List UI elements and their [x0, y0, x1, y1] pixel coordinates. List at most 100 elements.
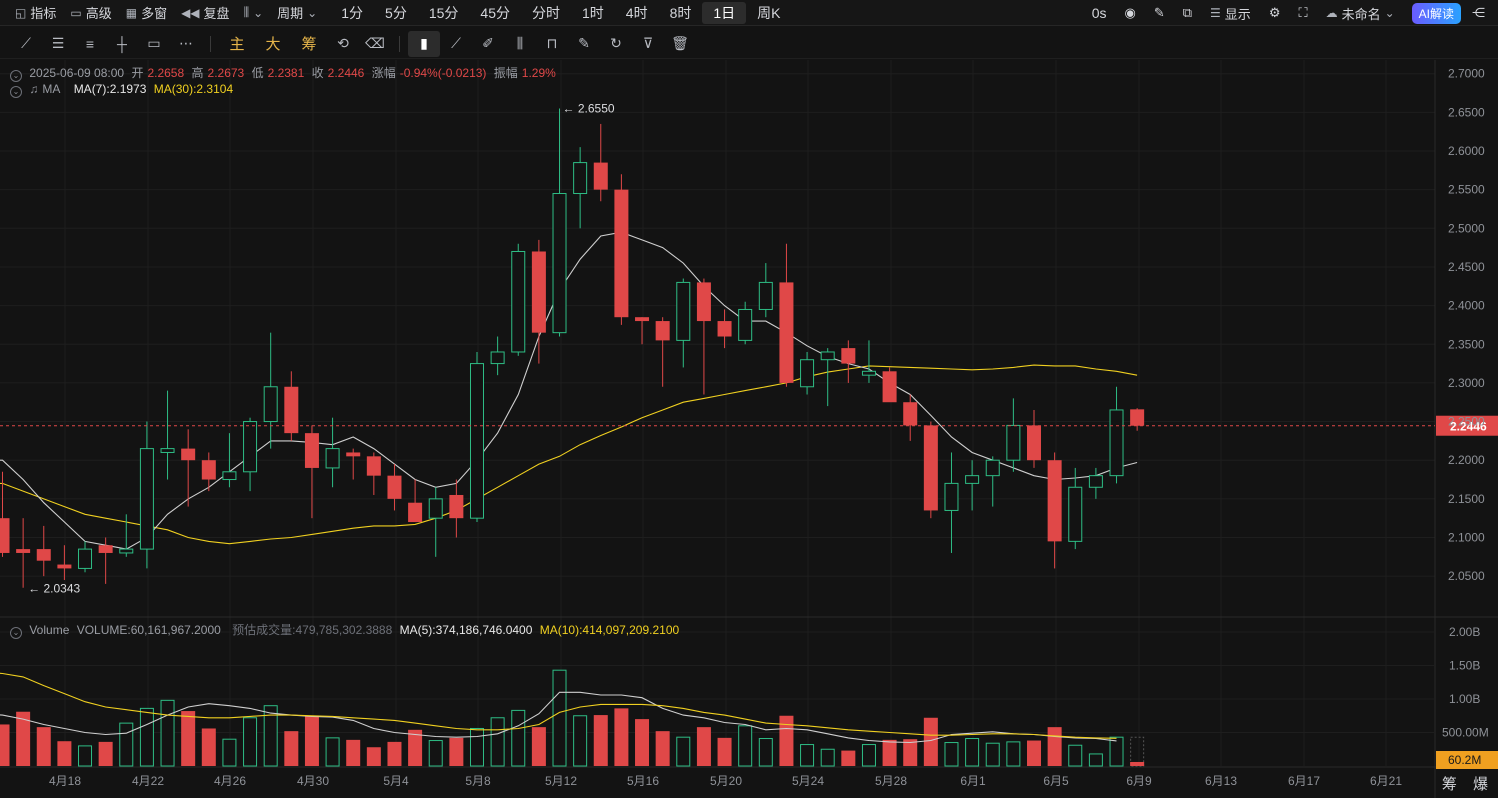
volume-bar — [655, 731, 670, 766]
period-menu-button[interactable]: 周期 ⌄ — [277, 5, 318, 22]
ma30-value: MA(30):2.3104 — [153, 82, 234, 96]
trash-icon[interactable]: 🗑 — [671, 35, 689, 51]
pen-icon[interactable]: ✎ — [1153, 5, 1165, 20]
filter-icon[interactable]: ⊽ — [642, 35, 654, 51]
ma-name: MA — [42, 82, 61, 96]
period-tab[interactable]: 15分 — [428, 4, 459, 21]
volume-bar — [98, 741, 113, 766]
current-price-tag — [1436, 415, 1498, 436]
horizontal-lines-icon[interactable]: ≡ — [85, 35, 95, 52]
top-right-controls: 0s ◉ ✎ ⧉ ☰ 显示 ⚙ ⛶ ☁ 未命名 ⌄ AI解读 ⋲ — [1085, 0, 1492, 26]
settings-icon[interactable]: ⚙ — [1268, 5, 1281, 20]
divider — [399, 35, 400, 52]
change-label: 涨幅 — [371, 66, 396, 80]
volume-bar — [0, 724, 10, 766]
price-tick: 2.1500 — [1448, 492, 1485, 506]
high-label: 高 — [191, 66, 204, 80]
candle-body — [511, 250, 526, 353]
period-tab[interactable]: 分时 — [531, 4, 560, 21]
close-label: 收 — [311, 66, 324, 80]
candle-body — [655, 321, 670, 341]
candle-body — [1047, 460, 1062, 542]
magnet-icon[interactable]: ⟲ — [337, 35, 349, 51]
collapse-icon[interactable]: ⌄ — [10, 627, 22, 639]
parallel-lines-icon[interactable]: ☰ — [51, 35, 65, 51]
magnet-snap-icon[interactable]: ↻ — [610, 35, 622, 51]
period-tab[interactable]: 1日 — [702, 1, 747, 24]
candle-body — [779, 282, 794, 383]
chart-type-button[interactable]: ⫼ ⌄ — [237, 2, 271, 24]
candle-body — [882, 371, 897, 403]
volume-bar — [1047, 727, 1062, 766]
brush-icon[interactable]: ✐ — [482, 35, 494, 51]
period-tab[interactable]: 1分 — [341, 4, 364, 21]
vol-ma5-polyline — [0, 691, 1117, 744]
popout-icon[interactable]: ⧉ — [1182, 5, 1193, 20]
candle-body — [428, 498, 443, 519]
volume-bar — [139, 707, 154, 767]
candle-body — [552, 193, 567, 334]
time-tick: 6月17 — [1288, 774, 1320, 788]
candle-body — [16, 549, 31, 553]
camera-icon[interactable]: ◉ — [1124, 5, 1136, 20]
candle-body — [222, 471, 237, 481]
candle-body — [635, 317, 650, 322]
time-axis: 4月18 4月22 4月26 4月30 5月4 5月8 5月12 5月16 5月20 5月24 5月… — [49, 774, 1402, 788]
period-tab[interactable]: 5分 — [385, 4, 407, 21]
kline-chart[interactable]: 2.2446 2.7000 2.6500 2.6000 2.5500 2.5000 2.45… — [0, 60, 1498, 798]
multi-window-button[interactable]: ▦ 多窗 — [125, 5, 168, 22]
price-tick: 2.5000 — [1448, 221, 1485, 235]
advanced-button[interactable]: ▭ 高级 — [70, 5, 112, 22]
lock-icon[interactable]: ⊓ — [546, 35, 558, 51]
period-tab[interactable]: 8时 — [669, 4, 692, 21]
volume-ma5: MA(5):374,186,746.0400 — [399, 623, 533, 637]
volume-bar — [408, 729, 423, 766]
line-tool-icon[interactable]: ⟋ — [21, 35, 31, 51]
grid-icon: ▦ — [125, 5, 138, 20]
fullscreen-icon[interactable]: ⛶ — [1298, 5, 1308, 20]
big-order-toggle[interactable]: 大 — [265, 36, 281, 53]
period-tab[interactable]: 周K — [757, 4, 781, 21]
replay-button[interactable]: ◀◀ 复盘 — [181, 5, 230, 22]
time-tick: 4月22 — [132, 774, 164, 788]
ai-interpret-button[interactable]: AI解读 — [1411, 2, 1461, 24]
chip-toggle[interactable]: 筹 — [301, 36, 317, 53]
volume-bar — [531, 727, 546, 766]
time-tick: 5月4 — [383, 774, 409, 788]
bookmark-icon[interactable]: ▮ — [408, 30, 440, 57]
more-dots-icon[interactable]: ⋯ — [179, 35, 193, 51]
candle-tool-icon[interactable]: ⫼ — [516, 35, 524, 51]
note-icon[interactable]: ✎ — [578, 35, 590, 51]
period-tab[interactable]: 1时 — [581, 4, 604, 21]
layout-name-button[interactable]: ☁ 未命名 ⌄ — [1325, 6, 1395, 22]
eraser-icon[interactable]: ⌫ — [365, 35, 385, 51]
price-tick: 2.0500 — [1448, 569, 1485, 583]
ruler-icon[interactable]: ⟋ — [451, 35, 461, 51]
candles — [0, 108, 1145, 588]
top-menu-bar: ◱ 指标 ▭ 高级 ▦ 多窗 ◀◀ 复盘 ⫼ ⌄ 周期 ⌄ 1分 5分 15分 45分 分时 1时 4时… — [0, 0, 1498, 26]
legend-date: 2025-06-09 08:00 — [29, 66, 125, 80]
rectangle-icon[interactable]: ▭ — [147, 35, 161, 51]
collapse-icon[interactable]: ⌄ — [10, 70, 22, 82]
price-tick: 2.5500 — [1448, 183, 1485, 197]
period-tab[interactable]: 45分 — [480, 4, 510, 21]
share-icon[interactable]: ⋲ — [1472, 5, 1485, 20]
volume-value: VOLUME:60,161,967.2000 — [76, 623, 221, 637]
chip-burst-labels[interactable]: 筹 爆 — [1441, 776, 1494, 793]
time-tick: 6月5 — [1043, 774, 1069, 788]
volume-bar — [985, 742, 1000, 767]
collapse-icon[interactable]: ⌄ — [10, 86, 22, 98]
indicator-button[interactable]: ◱ 指标 — [15, 5, 57, 22]
period-tab[interactable]: 4时 — [625, 4, 648, 21]
list-icon: ☰ — [1210, 6, 1221, 20]
main-chart-toggle[interactable]: 主 — [229, 36, 245, 53]
volume-ma-lines — [0, 672, 1117, 744]
bell-icon[interactable]: ♫ — [29, 82, 39, 96]
volume-bar — [573, 715, 588, 767]
volume-bar — [428, 740, 443, 767]
display-button[interactable]: ☰ 显示 — [1210, 6, 1251, 22]
volume-bar — [861, 744, 876, 767]
price-tick: 2.4000 — [1448, 299, 1485, 313]
open-value: 2.2658 — [147, 66, 185, 80]
horizontal-line-icon[interactable]: ┼ — [117, 35, 127, 52]
